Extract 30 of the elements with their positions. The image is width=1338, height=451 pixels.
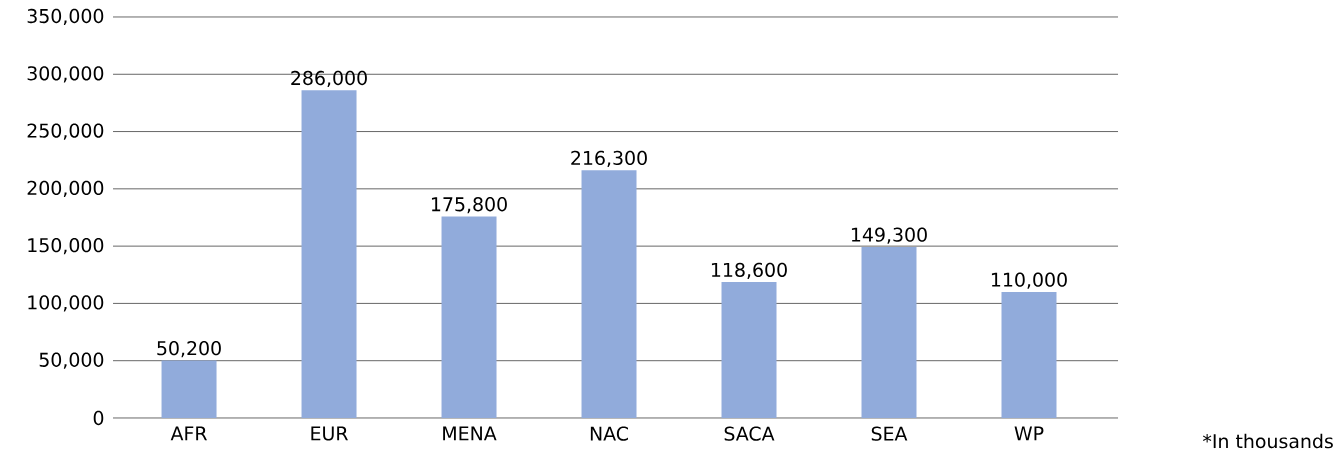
data-label: 110,000 [991, 272, 1067, 289]
y-tick-label: 100,000 [28, 295, 104, 312]
data-label: 216,300 [571, 150, 647, 167]
y-tick-label: 200,000 [27, 180, 104, 197]
y-tick-label: 300,000 [27, 66, 104, 83]
bar [721, 282, 777, 418]
x-tick-label: MENA [443, 426, 497, 441]
bar [1001, 291, 1057, 418]
x-tick-label: SACA [724, 426, 775, 441]
bar [581, 170, 637, 418]
y-tick-label: 50,000 [39, 352, 104, 369]
bar [161, 360, 217, 418]
data-label: 175,800 [431, 197, 507, 214]
x-tick-label: SEA [871, 426, 908, 441]
text: *In thousands [1202, 433, 1333, 449]
data-label: 149,300 [851, 227, 927, 244]
y-tick-label: 150,000 [28, 238, 104, 255]
bar [441, 216, 497, 418]
data-label: 286,000 [291, 70, 367, 88]
x-tick-label: WP [1014, 426, 1044, 441]
x-tick-label: NAC [590, 426, 628, 441]
y-tick-label: 250,000 [27, 123, 104, 140]
data-label: 118,600 [711, 262, 787, 279]
data-label: 50,200 [157, 341, 221, 358]
y-tick-label: 350,000 [27, 8, 104, 26]
y-tick-label: 0 [93, 410, 104, 426]
bar [861, 246, 917, 418]
bar [301, 90, 357, 418]
x-tick-label: AFR [170, 426, 207, 441]
x-tick-label: EUR [311, 426, 348, 441]
